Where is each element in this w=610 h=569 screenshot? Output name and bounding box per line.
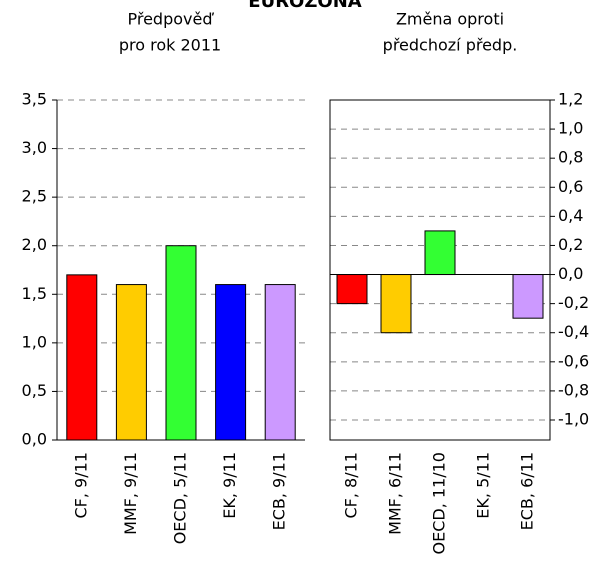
- y-tick-label: 0,4: [558, 206, 583, 225]
- x-tick-label: EK, 9/11: [220, 452, 239, 519]
- x-tick-label: ECB, 9/11: [270, 452, 289, 530]
- y-tick-label: 2,5: [22, 187, 47, 206]
- x-tick-label: EK, 5/11: [474, 452, 493, 519]
- bar: [424, 230, 456, 276]
- y-tick-label: -0,2: [558, 293, 589, 312]
- bar: [66, 274, 98, 441]
- bar: [115, 284, 147, 441]
- x-tick-label: MMF, 6/11: [386, 452, 405, 535]
- chart-title: Změna oproti: [396, 10, 504, 29]
- x-tick-label: CF, 9/11: [71, 452, 90, 518]
- chart-title: Předpověď: [127, 10, 214, 29]
- y-tick-label: 0,0: [22, 430, 47, 449]
- bar: [264, 284, 296, 441]
- bar: [336, 274, 368, 305]
- y-tick-label: 0,6: [558, 177, 583, 196]
- y-tick-label: 3,5: [22, 90, 47, 109]
- y-tick-label: 0,0: [558, 264, 583, 283]
- y-tick-label: 1,5: [22, 284, 47, 303]
- y-tick-label: 1,2: [558, 90, 583, 109]
- x-tick-label: MMF, 9/11: [121, 452, 140, 535]
- y-tick-label: 1,0: [558, 119, 583, 138]
- x-tick-label: ECB, 6/11: [518, 452, 537, 530]
- y-tick-label: -0,6: [558, 351, 589, 370]
- bar: [215, 284, 247, 441]
- y-tick-label: 2,0: [22, 235, 47, 254]
- x-tick-label: OECD, 5/11: [171, 452, 190, 544]
- bar: [512, 274, 544, 319]
- x-tick-label: CF, 8/11: [342, 452, 361, 518]
- chart-title: předchozí předp.: [383, 36, 518, 55]
- y-tick-label: 0,8: [558, 148, 583, 167]
- bar: [165, 245, 197, 441]
- y-tick-label: -1,0: [558, 410, 589, 429]
- chart-title: pro rok 2011: [119, 36, 221, 55]
- y-tick-label: 3,0: [22, 138, 47, 157]
- y-tick-label: -0,4: [558, 322, 589, 341]
- y-tick-label: -0,8: [558, 380, 589, 399]
- page-title: EUROZÓNA: [248, 0, 361, 12]
- y-tick-label: 0,5: [22, 381, 47, 400]
- x-tick-label: OECD, 11/10: [430, 452, 449, 554]
- bar: [380, 274, 412, 334]
- y-tick-label: 1,0: [22, 332, 47, 351]
- plot-frame: [329, 99, 551, 441]
- y-tick-label: 0,2: [558, 235, 583, 254]
